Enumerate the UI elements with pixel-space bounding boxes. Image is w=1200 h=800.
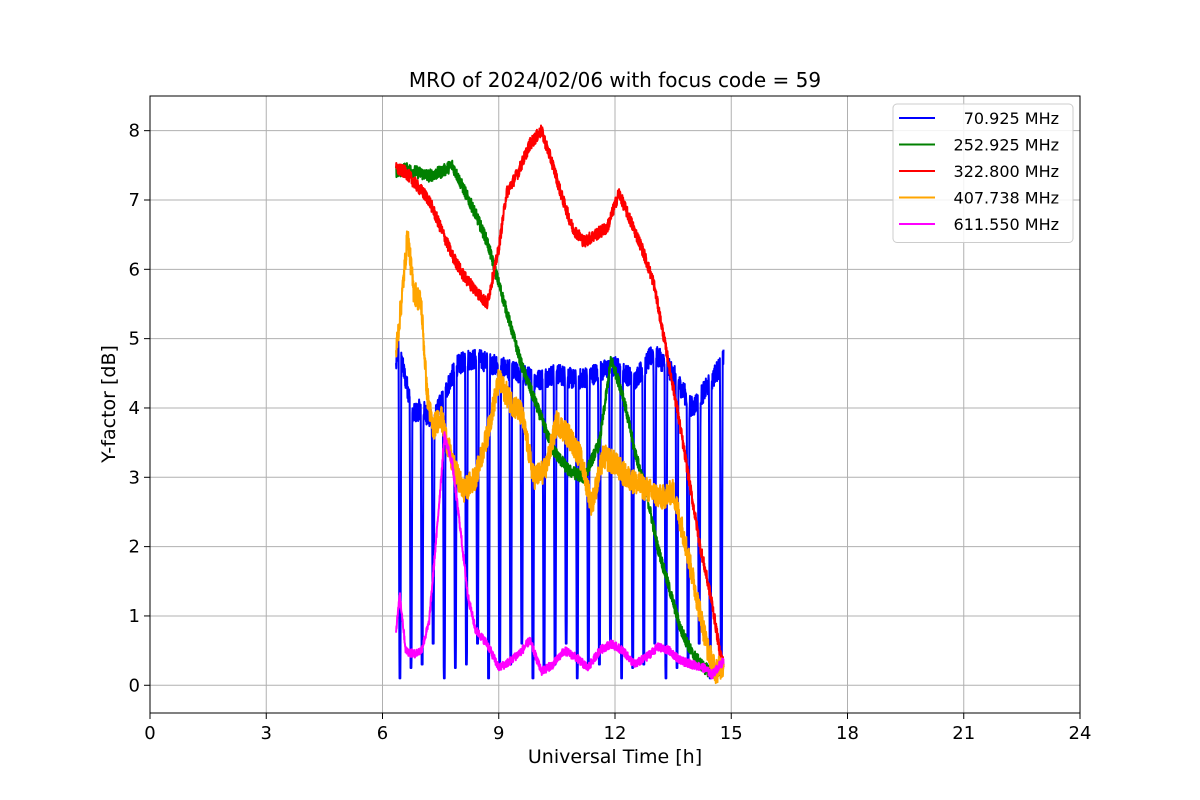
x-tick-label: 3 (261, 723, 272, 744)
legend-label: 407.738 MHz (954, 189, 1059, 208)
x-axis-title: Universal Time [h] (528, 746, 702, 768)
y-tick-label: 1 (129, 606, 140, 627)
y-axis-title: Y-factor [dB] (98, 345, 120, 464)
legend-label: 70.925 MHz (964, 109, 1059, 128)
legend: 70.925 MHz 252.925 MHz 322.800 MHz 407.738 … (892, 103, 1074, 243)
series-line-4 (395, 230, 725, 685)
y-tick-label: 2 (129, 537, 140, 558)
legend-box (892, 103, 1074, 243)
x-tick-label: 15 (720, 723, 743, 744)
y-tick-label: 7 (129, 190, 140, 211)
chart-title: MRO of 2024/02/06 with focus code = 59 (409, 68, 821, 92)
series-line-3 (395, 124, 725, 671)
y-tick-label: 6 (129, 259, 140, 280)
x-tick-label: 6 (377, 723, 388, 744)
x-tick-label: 21 (952, 723, 975, 744)
x-tick-label: 12 (604, 723, 627, 744)
y-tick-label: 4 (129, 398, 140, 419)
series-line-2 (395, 159, 725, 682)
x-tick-label: 9 (493, 723, 504, 744)
x-tick-label: 24 (1069, 723, 1092, 744)
y-tick-label: 0 (129, 675, 140, 696)
series-layer (395, 124, 725, 685)
legend-label: 611.550 MHz (954, 215, 1059, 234)
y-tick-label: 8 (129, 121, 140, 142)
series-line-5 (395, 431, 725, 680)
x-tick-label: 0 (144, 723, 155, 744)
legend-label: 252.925 MHz (954, 136, 1059, 155)
y-tick-label: 3 (129, 467, 140, 488)
x-tick-label: 18 (836, 723, 859, 744)
y-tick-label: 5 (129, 329, 140, 350)
legend-label: 322.800 MHz (954, 162, 1059, 181)
